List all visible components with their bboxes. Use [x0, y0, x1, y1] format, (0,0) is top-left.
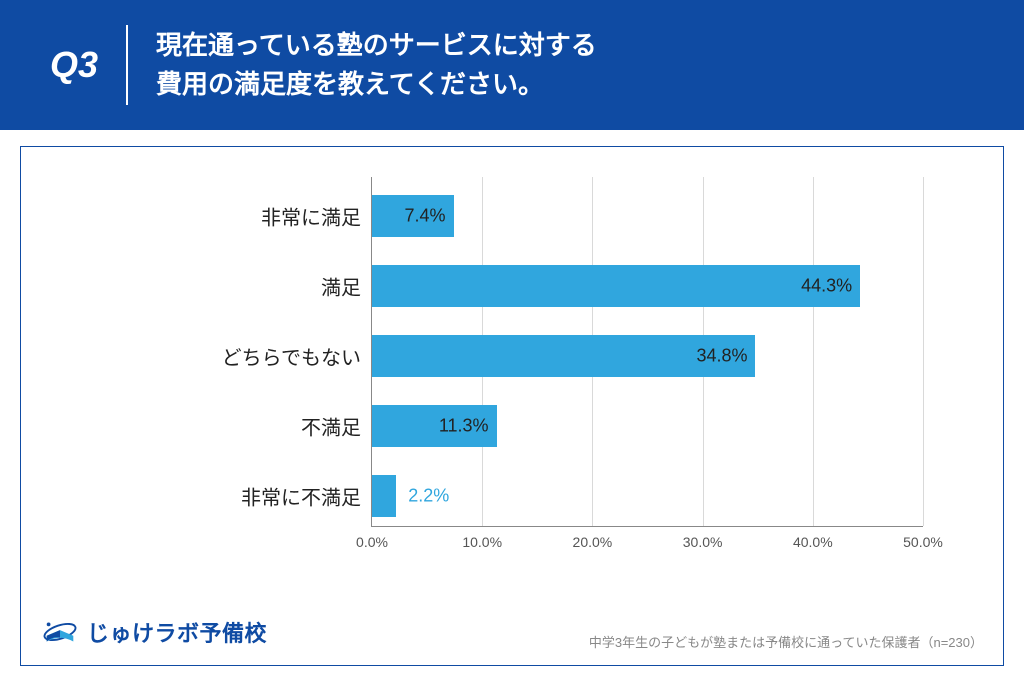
question-title: 現在通っている塾のサービスに対する 費用の満足度を教えてください。 — [156, 26, 597, 104]
category-label: 満足 — [321, 272, 361, 301]
bar-value-label: 44.3% — [801, 276, 852, 297]
bar-row: 11.3% — [372, 405, 923, 447]
category-label: 非常に満足 — [261, 202, 361, 231]
x-tick-label: 50.0% — [903, 534, 943, 550]
bar-row: 2.2% — [372, 475, 923, 517]
sample-note: 中学3年生の子どもが塾または予備校に通っていた保護者（n=230） — [589, 632, 983, 651]
category-label: 不満足 — [301, 412, 361, 441]
category-labels: 非常に満足満足どちらでもない不満足非常に不満足 — [61, 177, 361, 527]
bar-row: 34.8% — [372, 335, 923, 377]
chart-area: 非常に満足満足どちらでもない不満足非常に不満足 0.0% 10.0% 20.0% 30… — [61, 177, 963, 557]
bar-value-label: 2.2% — [408, 486, 449, 507]
bar-value-label: 11.3% — [439, 416, 489, 437]
gridline — [923, 177, 924, 526]
chart-panel: 非常に満足満足どちらでもない不満足非常に不満足 0.0% 10.0% 20.0% 30… — [20, 146, 1004, 666]
bar: 7.4% — [372, 195, 454, 237]
title-line-2: 費用の満足度を教えてください。 — [156, 69, 544, 99]
x-tick-label: 30.0% — [683, 534, 723, 550]
logo-text: じゅけラボ予備校 — [87, 616, 267, 648]
x-tick-label: 20.0% — [573, 534, 613, 550]
question-number: Q3 — [50, 25, 128, 105]
bar: 11.3% — [372, 405, 497, 447]
book-globe-icon — [41, 613, 79, 651]
x-tick-label: 10.0% — [462, 534, 502, 550]
bar-value-label: 34.8% — [696, 346, 747, 367]
bar-row: 44.3% — [372, 265, 923, 307]
bar: 34.8% — [372, 335, 755, 377]
category-label: どちらでもない — [222, 342, 361, 371]
bar-row: 7.4% — [372, 195, 923, 237]
x-tick-label: 40.0% — [793, 534, 833, 550]
title-line-1: 現在通っている塾のサービスに対する — [156, 30, 597, 60]
panel-footer: じゅけラボ予備校 中学3年生の子どもが塾または予備校に通っていた保護者（n=23… — [41, 613, 983, 651]
x-tick-label: 0.0% — [356, 534, 388, 550]
logo: じゅけラボ予備校 — [41, 613, 267, 651]
plot-area: 0.0%10.0%20.0%30.0%40.0%50.0%7.4%44.3%34… — [371, 177, 923, 527]
question-header: Q3 現在通っている塾のサービスに対する 費用の満足度を教えてください。 — [0, 0, 1024, 130]
bar: 2.2% — [372, 475, 396, 517]
category-label: 非常に不満足 — [241, 482, 361, 511]
bar: 44.3% — [372, 265, 860, 307]
bar-value-label: 7.4% — [405, 206, 446, 227]
